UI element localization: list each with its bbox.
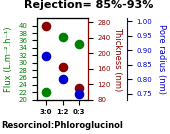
Point xyxy=(44,55,47,57)
Point xyxy=(78,43,81,45)
Point xyxy=(44,25,47,27)
Point xyxy=(61,78,64,80)
Y-axis label: Pore radius (nm): Pore radius (nm) xyxy=(157,24,166,94)
Point xyxy=(61,66,64,68)
Point xyxy=(78,87,81,89)
X-axis label: Resorcinol:Phloroglucinol: Resorcinol:Phloroglucinol xyxy=(2,121,123,130)
Point xyxy=(44,91,47,93)
Y-axis label: Thickness (nm): Thickness (nm) xyxy=(113,27,122,91)
Point xyxy=(61,36,64,38)
Y-axis label: Flux (L.m⁻².h⁻¹): Flux (L.m⁻².h⁻¹) xyxy=(4,26,13,92)
Point xyxy=(78,93,81,95)
Text: Rejection= 85%-93%: Rejection= 85%-93% xyxy=(24,0,153,10)
